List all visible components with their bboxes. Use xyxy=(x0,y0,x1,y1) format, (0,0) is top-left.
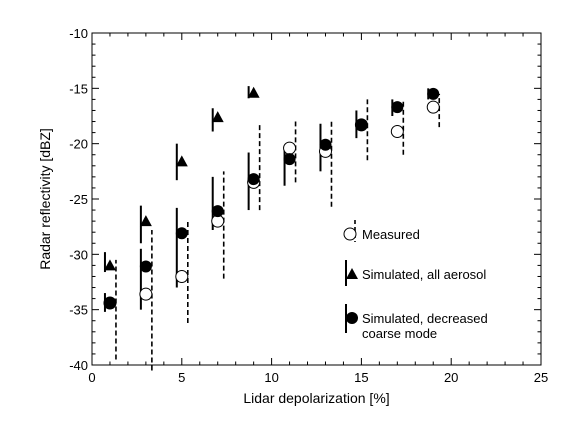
sim-all-aerosol-point xyxy=(139,215,152,227)
y-tick-label: -10 xyxy=(69,26,88,41)
sim-all-aerosol-point xyxy=(103,259,116,271)
axes: 0 5 10 15 20 25 -10 -15 -20 -25 -30 -35 -40 Lidar dep… xyxy=(37,26,548,406)
sim-all-aerosol-point xyxy=(247,86,260,98)
legend-sim-all-marker xyxy=(346,268,358,279)
y-tick-label: -35 xyxy=(69,303,88,318)
x-tick-label: 10 xyxy=(264,370,278,385)
y-tick-label: -15 xyxy=(69,81,88,96)
x-tick-label: 25 xyxy=(534,370,548,385)
legend-measured-label: Measured xyxy=(362,227,420,242)
measured-point xyxy=(283,141,297,155)
measured-point xyxy=(390,124,404,138)
y-tick-label: -30 xyxy=(69,247,88,262)
measured-point xyxy=(426,100,440,114)
sim-decreased-coarse-point xyxy=(319,138,332,151)
sim-decreased-coarse-point xyxy=(355,118,368,131)
x-axis-title: Lidar depolarization [%] xyxy=(243,390,389,406)
y-tick-label: -25 xyxy=(69,192,88,207)
legend-sim-dec-marker xyxy=(346,312,358,324)
legend-sim-dec-label-line1: Simulated, decreased xyxy=(362,311,488,326)
x-tick-label: 20 xyxy=(444,370,458,385)
data-markers xyxy=(103,86,440,310)
sim-all-aerosol-point xyxy=(211,111,224,123)
sim-decreased-coarse-point xyxy=(247,173,260,186)
legend-measured-marker xyxy=(343,227,357,241)
sim-decreased-coarse-point xyxy=(211,205,224,218)
measured-point xyxy=(175,269,189,283)
x-tick-label: 15 xyxy=(354,370,368,385)
y-tick-label: -20 xyxy=(69,137,88,152)
sim-decreased-coarse-point xyxy=(139,260,152,273)
sim-decreased-coarse-point xyxy=(391,101,404,114)
sim-decreased-coarse-point xyxy=(427,87,440,100)
y-axis-title: Radar reflectivity [dBZ] xyxy=(37,128,53,270)
legend: Measured Simulated, all aerosol Simulate… xyxy=(343,220,488,341)
x-tick-label: 0 xyxy=(88,370,95,385)
measured-point xyxy=(139,287,153,301)
y-tick-label: -40 xyxy=(69,358,88,373)
sim-decreased-coarse-point xyxy=(103,297,116,310)
sim-decreased-coarse-point xyxy=(283,153,296,166)
legend-sim-all-label: Simulated, all aerosol xyxy=(362,267,486,282)
sim-decreased-coarse-point xyxy=(175,227,188,240)
legend-sim-dec-label-line2: coarse mode xyxy=(362,326,437,341)
x-tick-label: 5 xyxy=(178,370,185,385)
sim-all-aerosol-point xyxy=(175,155,188,167)
